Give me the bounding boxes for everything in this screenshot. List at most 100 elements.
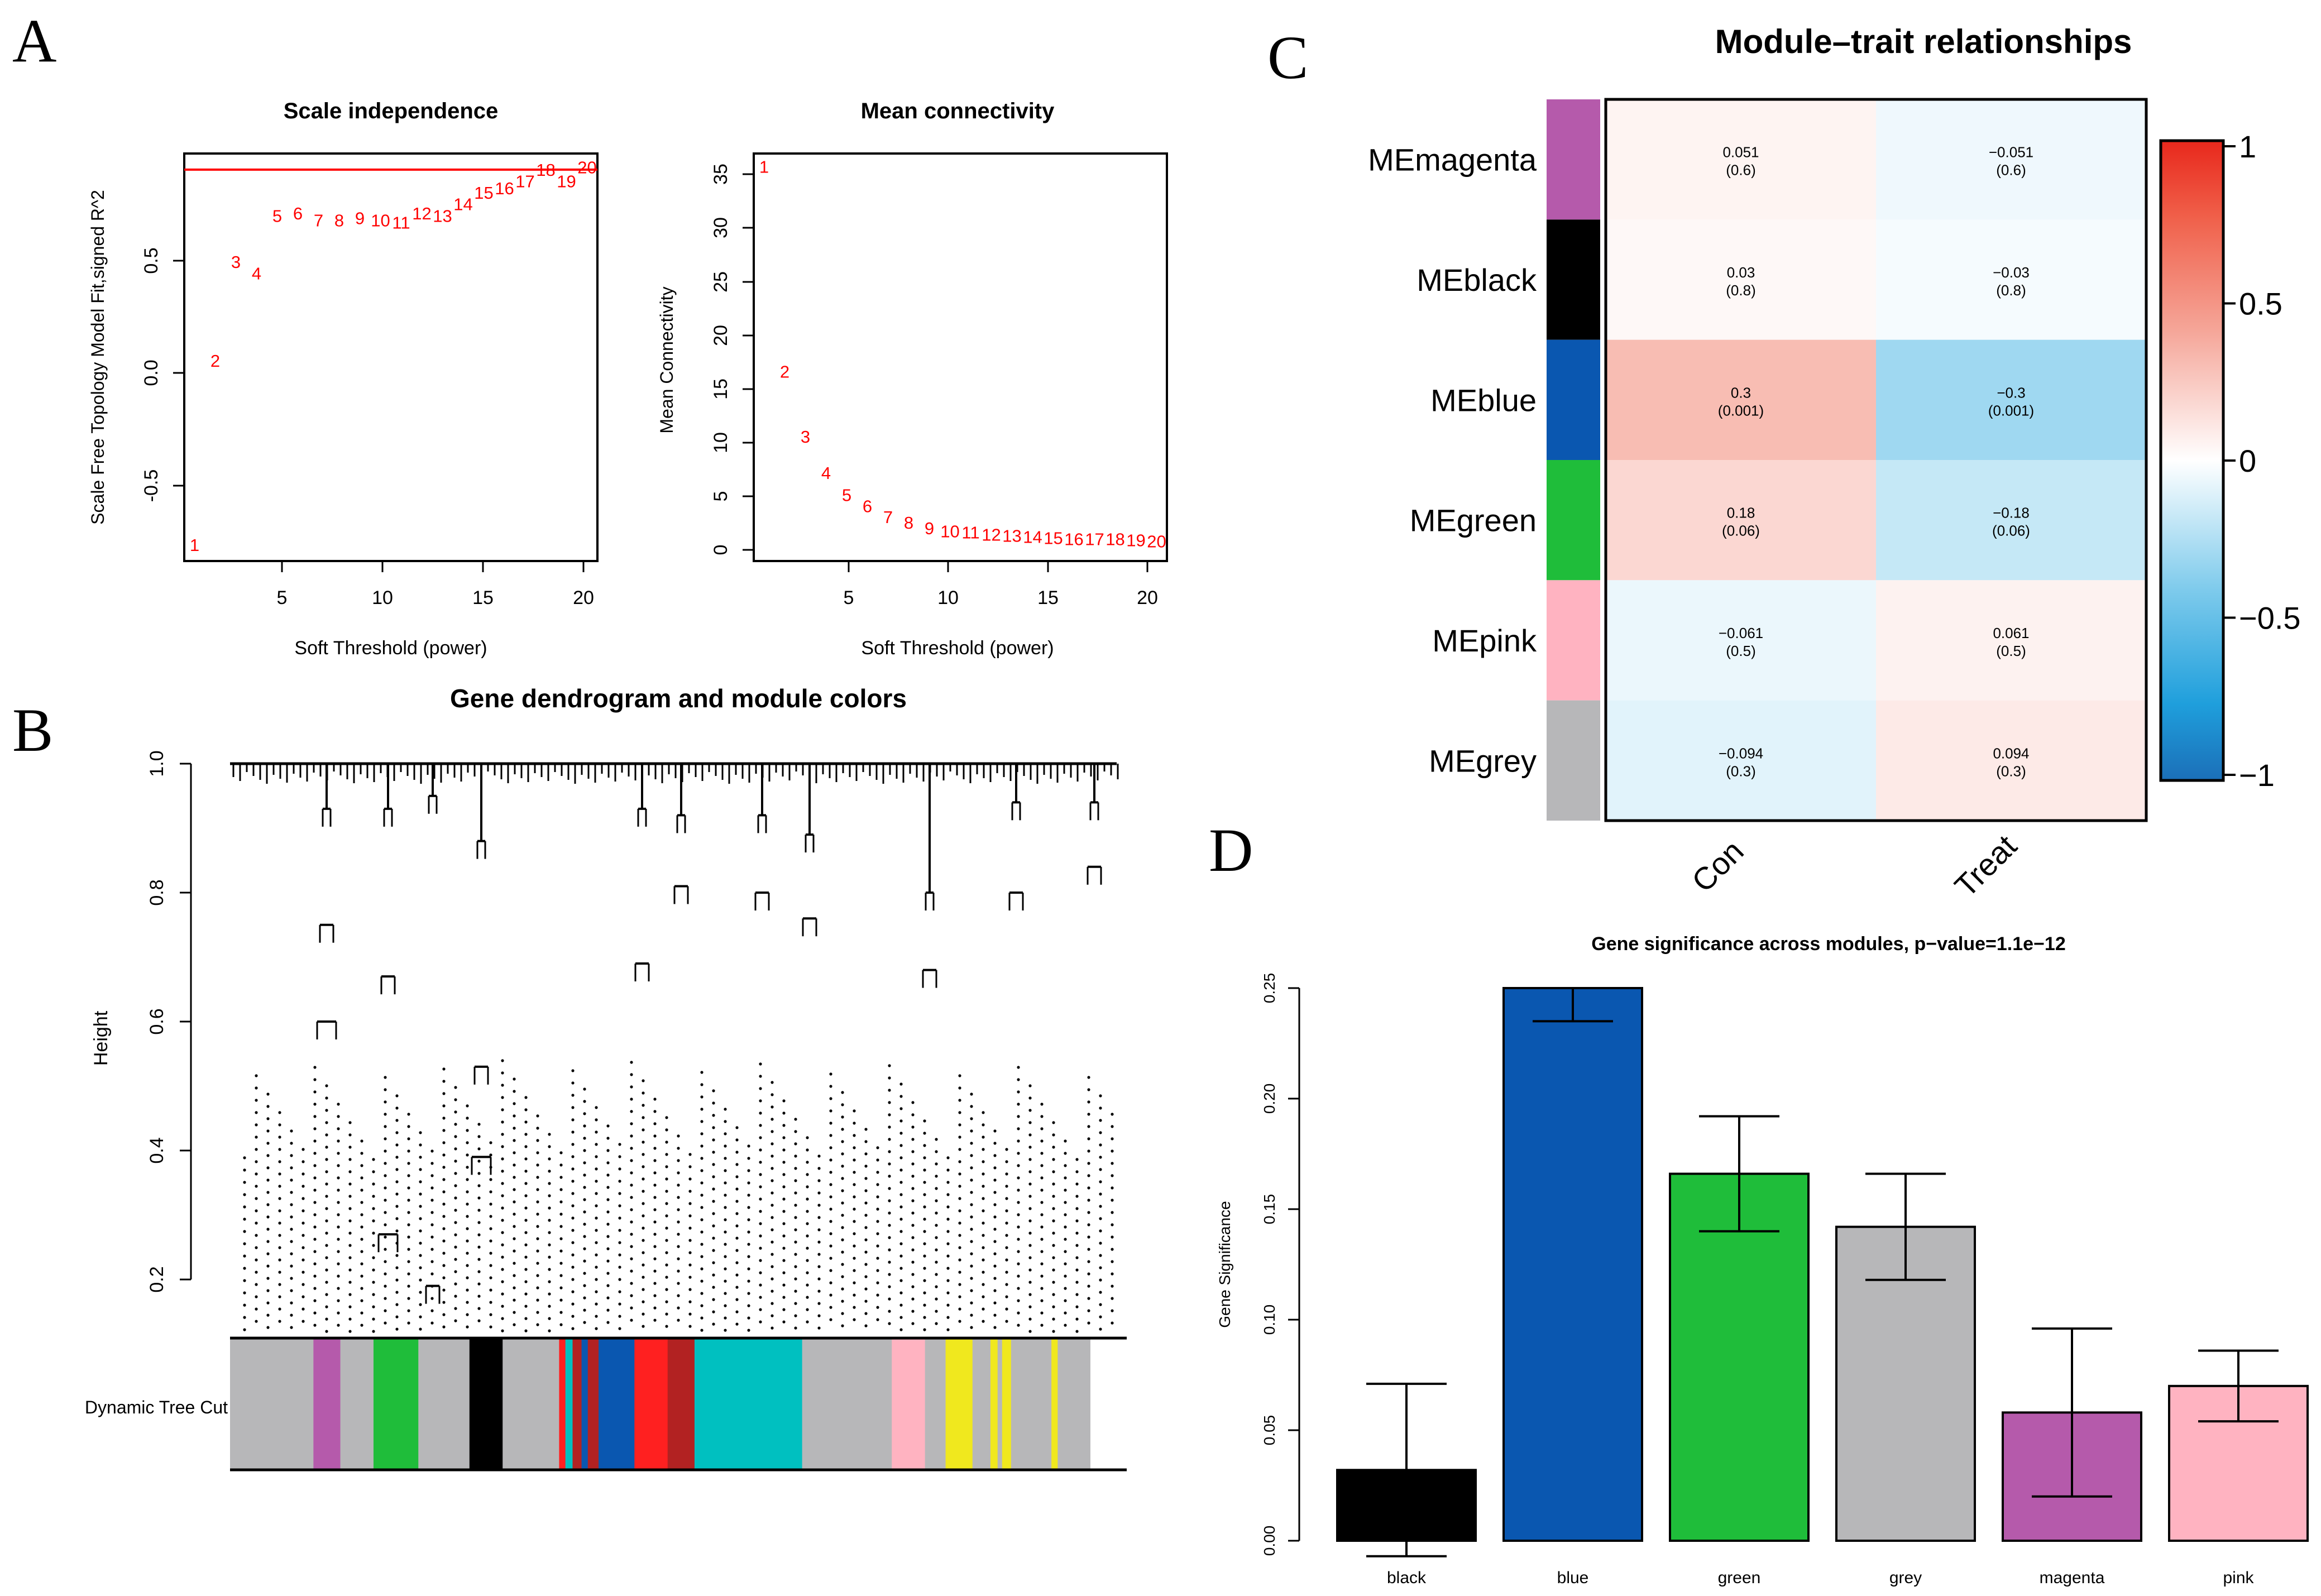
color-scale-tick-label: 1 [2239, 129, 2256, 164]
leaf-dot [958, 1074, 961, 1077]
leaf-dot [759, 1062, 762, 1066]
leaf-dot [759, 1087, 762, 1090]
leaf-dot [806, 1222, 809, 1225]
leaf-dot [1087, 1149, 1090, 1153]
leaf-dot [771, 1302, 774, 1305]
leaf-dot [782, 1148, 786, 1152]
leaf-dot [325, 1281, 328, 1284]
leaf-dot [982, 1258, 985, 1262]
leaf-dot [477, 1270, 481, 1273]
leaf-dot [899, 1082, 903, 1086]
leaf-dot [923, 1168, 926, 1172]
leaf-dot [278, 1246, 281, 1249]
leaf-dot [946, 1316, 950, 1319]
leaf-dot [243, 1279, 246, 1282]
leaf-dot [771, 1179, 774, 1182]
leaf-dot [982, 1209, 985, 1212]
leaf-dot [864, 1312, 868, 1315]
leaf-dot [794, 1179, 797, 1182]
leaf-dot [958, 1148, 961, 1151]
leaf-dot [888, 1187, 891, 1190]
leaf-dot [970, 1277, 973, 1280]
leaf-dot [1028, 1121, 1032, 1124]
leaf-dot [794, 1167, 797, 1170]
leaf-dot [348, 1305, 352, 1309]
leaf-dot [477, 1196, 481, 1200]
leaf-dot [888, 1236, 891, 1239]
leaf-dot [384, 1248, 387, 1251]
leaf-dot [1040, 1238, 1044, 1241]
leaf-dot [395, 1266, 399, 1269]
leaf-dot [958, 1221, 961, 1225]
leaf-dot [677, 1282, 680, 1285]
leaf-dot [829, 1207, 832, 1211]
leaf-dot [724, 1230, 727, 1234]
leaf-dot [817, 1167, 821, 1170]
leaf-dot [829, 1306, 832, 1309]
leaf-dot [290, 1252, 293, 1255]
leaf-dot [1017, 1324, 1020, 1327]
leaf-dot [700, 1194, 704, 1197]
leaf-dot [841, 1128, 844, 1131]
leaf-dot [759, 1197, 762, 1201]
leaf-dot [524, 1305, 528, 1308]
cell-pvalue: (0.06) [1992, 523, 2030, 539]
leaf-dot [395, 1303, 399, 1306]
module-color-segment [1011, 1338, 1052, 1470]
leaf-dot [466, 1264, 469, 1267]
leaf-dot [888, 1125, 891, 1129]
leaf-dot [1075, 1268, 1079, 1272]
x-tick-label: 10 [937, 587, 959, 608]
leaf-dot [548, 1219, 551, 1222]
y-axis: 0.2 0.4 0.6 0.8 1.0 [146, 750, 192, 1293]
leaf-dot [747, 1304, 750, 1307]
point-label: 9 [925, 519, 934, 538]
leaf-dot [970, 1301, 973, 1305]
module-color-segment [1051, 1338, 1059, 1470]
leaf-dot [771, 1326, 774, 1330]
leaf-dot [454, 1270, 457, 1273]
leaf-dot [946, 1291, 950, 1295]
leaf-dot [935, 1175, 938, 1178]
leaf-dot [794, 1142, 797, 1146]
leaf-dot [1028, 1096, 1032, 1100]
y-axis-title: Gene Significance [1216, 1201, 1233, 1327]
leaf-dot [958, 1099, 961, 1102]
leaf-dot [888, 1260, 891, 1264]
leaf-dot [466, 1190, 469, 1194]
leaf-dot [688, 1312, 692, 1316]
leaf-dot [677, 1147, 680, 1150]
leaf-dot [876, 1158, 879, 1162]
leaf-dot [1075, 1207, 1079, 1210]
leaf-dot [771, 1314, 774, 1317]
leaf-dot [571, 1229, 575, 1232]
leaf-dot [1017, 1188, 1020, 1192]
y-tick-label: 0.00 [1261, 1526, 1278, 1556]
x-tick-label: black [1387, 1569, 1427, 1587]
leaf-dot [677, 1319, 680, 1322]
leaf-dot [571, 1204, 575, 1207]
leaf-dot [923, 1328, 926, 1331]
leaf-dot [606, 1321, 610, 1324]
leaf-dot [618, 1229, 621, 1232]
leaf-dot [665, 1214, 668, 1218]
leaf-dot [829, 1134, 832, 1137]
leaf-dot [243, 1267, 246, 1270]
leaf-dot [923, 1193, 926, 1196]
x-tick-label: magenta [2040, 1569, 2105, 1587]
leaf-dot [501, 1096, 504, 1099]
leaf-dot [442, 1067, 446, 1071]
leaf-dot [841, 1287, 844, 1291]
leaf-dot [1052, 1219, 1055, 1223]
leaf-dot [430, 1285, 434, 1288]
leaf-dot [982, 1197, 985, 1200]
leaf-dot [712, 1212, 715, 1215]
leaf-dot [1005, 1246, 1008, 1249]
leaf-dot [935, 1310, 938, 1313]
leaf-dot [513, 1298, 516, 1302]
leaf-dot [606, 1137, 610, 1140]
cell-correlation: −0.03 [1993, 264, 2030, 281]
leaf-dot [747, 1243, 750, 1246]
point-label: 1 [759, 157, 769, 177]
leaf-dot [935, 1187, 938, 1190]
